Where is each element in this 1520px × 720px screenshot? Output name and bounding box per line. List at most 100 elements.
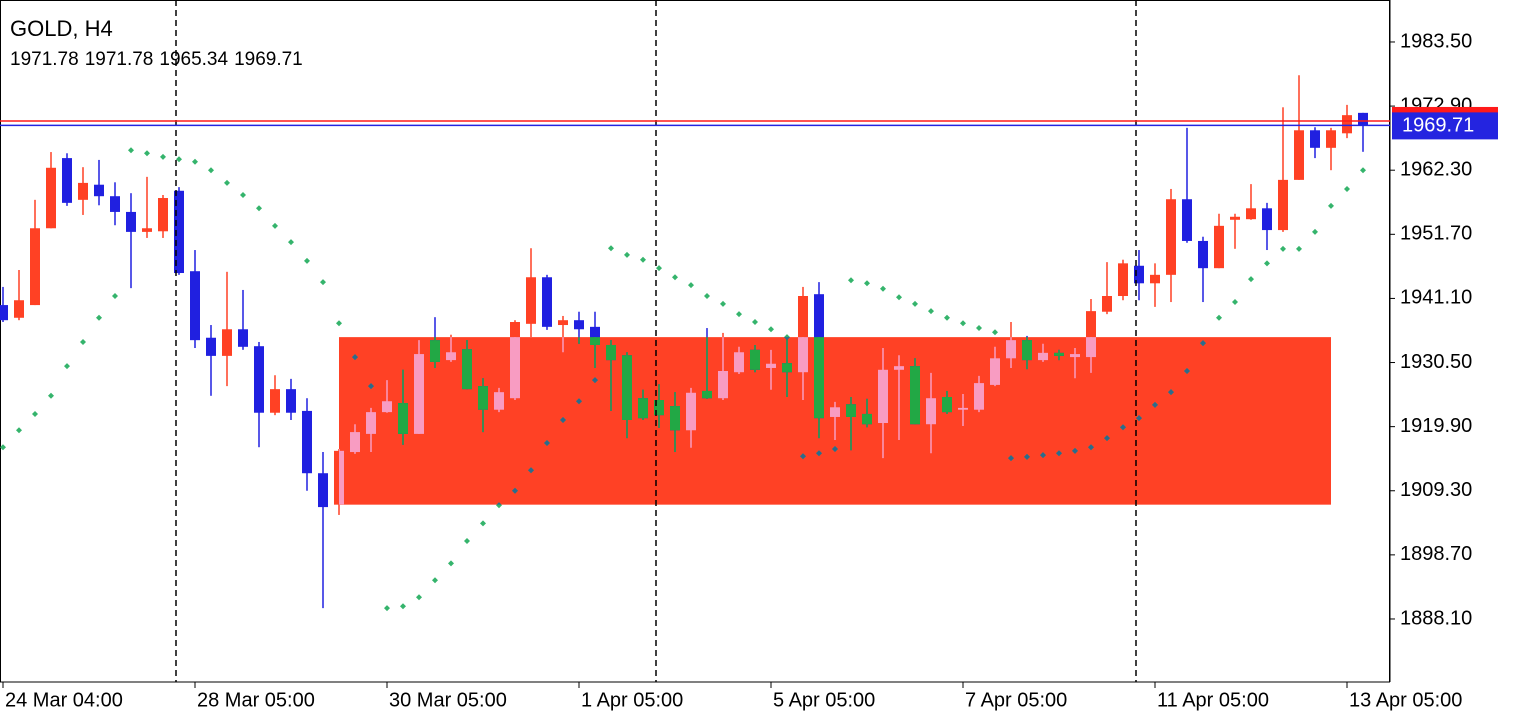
candle-body bbox=[574, 320, 584, 330]
sar-dot bbox=[1312, 228, 1318, 235]
sar-dot bbox=[224, 179, 230, 186]
candle-in-zone-body bbox=[1054, 352, 1064, 356]
sar-dot bbox=[1264, 260, 1270, 267]
sar-dot-in-zone bbox=[1056, 450, 1062, 457]
candle-in-zone-body bbox=[446, 352, 456, 361]
candle-in-zone-body bbox=[734, 352, 744, 373]
y-tick-label: 1941.10 bbox=[1400, 287, 1472, 309]
candle-in-zone-body bbox=[862, 413, 872, 425]
candle-body bbox=[62, 158, 72, 203]
candle-in-zone-body bbox=[606, 344, 616, 361]
candle-body bbox=[142, 228, 152, 232]
candle-body bbox=[238, 329, 248, 347]
sar-dot-in-zone bbox=[544, 439, 550, 446]
candle-body bbox=[1230, 216, 1240, 220]
x-tick-label: 24 Mar 04:00 bbox=[5, 689, 123, 711]
sar-dot bbox=[976, 325, 982, 332]
candle-body bbox=[1214, 225, 1224, 269]
candle-body bbox=[46, 167, 56, 229]
sar-dot-in-zone bbox=[800, 453, 806, 460]
price-tag bbox=[1392, 112, 1498, 140]
candle-in-zone-body bbox=[782, 363, 792, 373]
candle-in-zone-body bbox=[478, 386, 488, 410]
sar-dot bbox=[720, 300, 726, 307]
ohlc-value: 1971.78 bbox=[85, 49, 154, 70]
candle-in-zone-body bbox=[462, 349, 472, 390]
candle-in-zone-body bbox=[974, 383, 984, 410]
candle-body bbox=[94, 184, 104, 197]
candle-body bbox=[1166, 199, 1176, 275]
ask-tag bbox=[1392, 106, 1498, 113]
sar-dot bbox=[704, 293, 710, 300]
price-tag-label: 1969.71 bbox=[1402, 115, 1474, 137]
sar-dot bbox=[624, 251, 630, 258]
x-tick-label: 11 Apr 05:00 bbox=[1157, 689, 1269, 711]
candle-body bbox=[1294, 130, 1304, 180]
sar-dot bbox=[1248, 276, 1254, 283]
candle-body bbox=[206, 337, 216, 356]
sar-dot-in-zone bbox=[1104, 435, 1110, 442]
candle-body bbox=[30, 228, 40, 306]
sar-dot bbox=[176, 156, 182, 163]
zone-overlay-layer bbox=[339, 337, 1206, 505]
sar-dot bbox=[1296, 245, 1302, 252]
x-tick-label: 30 Mar 05:00 bbox=[389, 689, 507, 711]
sar-dot bbox=[464, 537, 470, 544]
candle-in-zone-body bbox=[894, 366, 904, 370]
sar-dot-in-zone bbox=[592, 377, 598, 384]
ohlc-value: 1965.34 bbox=[159, 49, 228, 70]
sar-dot bbox=[32, 410, 38, 417]
y-tick-label: 1909.30 bbox=[1400, 479, 1472, 501]
candle-body bbox=[158, 198, 168, 232]
candle-in-zone-body bbox=[750, 349, 760, 370]
sar-dot bbox=[1280, 245, 1286, 252]
sar-dot bbox=[80, 338, 86, 345]
candle-body bbox=[126, 211, 136, 232]
candle-in-zone-body bbox=[830, 407, 840, 417]
candle-body bbox=[0, 305, 8, 321]
sar-dot bbox=[768, 326, 774, 333]
sar-dot bbox=[400, 603, 406, 610]
candle-body bbox=[798, 296, 808, 373]
candle-body bbox=[254, 346, 264, 413]
candle-in-zone-body bbox=[702, 390, 712, 399]
sar-dot bbox=[752, 319, 758, 326]
sar-dot bbox=[192, 158, 198, 165]
sar-dot bbox=[928, 308, 934, 315]
candle-body bbox=[1182, 199, 1192, 241]
candle-body bbox=[110, 196, 120, 212]
candle-body bbox=[1134, 265, 1144, 284]
y-tick-label: 1930.50 bbox=[1400, 351, 1472, 373]
sar-dot bbox=[128, 147, 134, 154]
sar-dot bbox=[880, 285, 886, 292]
sar-dot bbox=[64, 363, 70, 370]
candle-in-zone-body bbox=[1038, 352, 1048, 361]
chart-title: GOLD, H4 bbox=[10, 16, 113, 41]
candle-in-zone-body bbox=[622, 355, 632, 420]
sar-dot-in-zone bbox=[1152, 401, 1158, 408]
sar-dot-in-zone bbox=[784, 337, 790, 341]
x-tick-label: 1 Apr 05:00 bbox=[581, 689, 683, 711]
sar-dot bbox=[1232, 299, 1238, 306]
candle-in-zone-body bbox=[718, 370, 728, 399]
y-tick-label: 1888.10 bbox=[1400, 607, 1472, 629]
x-tick-label: 28 Mar 05:00 bbox=[197, 689, 315, 711]
candle-in-zone-body bbox=[350, 432, 360, 453]
sar-dot bbox=[384, 605, 390, 612]
sar-dot bbox=[656, 265, 662, 272]
candle-body bbox=[1246, 208, 1256, 220]
candle-body bbox=[558, 320, 568, 326]
y-tick-label: 1919.90 bbox=[1400, 415, 1472, 437]
ohlc-readout: 1971.78 1971.78 1965.34 1969.71 bbox=[10, 49, 303, 70]
sar-dot bbox=[608, 245, 614, 252]
candle-in-zone-body bbox=[430, 340, 440, 362]
sar-dot bbox=[336, 320, 342, 327]
sar-dot bbox=[1328, 202, 1334, 209]
candle-in-zone-body bbox=[382, 401, 392, 413]
candle-body bbox=[1118, 263, 1128, 297]
sar-dot-in-zone bbox=[528, 467, 534, 474]
candle-in-zone-body bbox=[814, 337, 824, 419]
sar-dot bbox=[944, 314, 950, 321]
candle-in-zone-body bbox=[670, 406, 680, 431]
sar-dot bbox=[112, 293, 118, 300]
